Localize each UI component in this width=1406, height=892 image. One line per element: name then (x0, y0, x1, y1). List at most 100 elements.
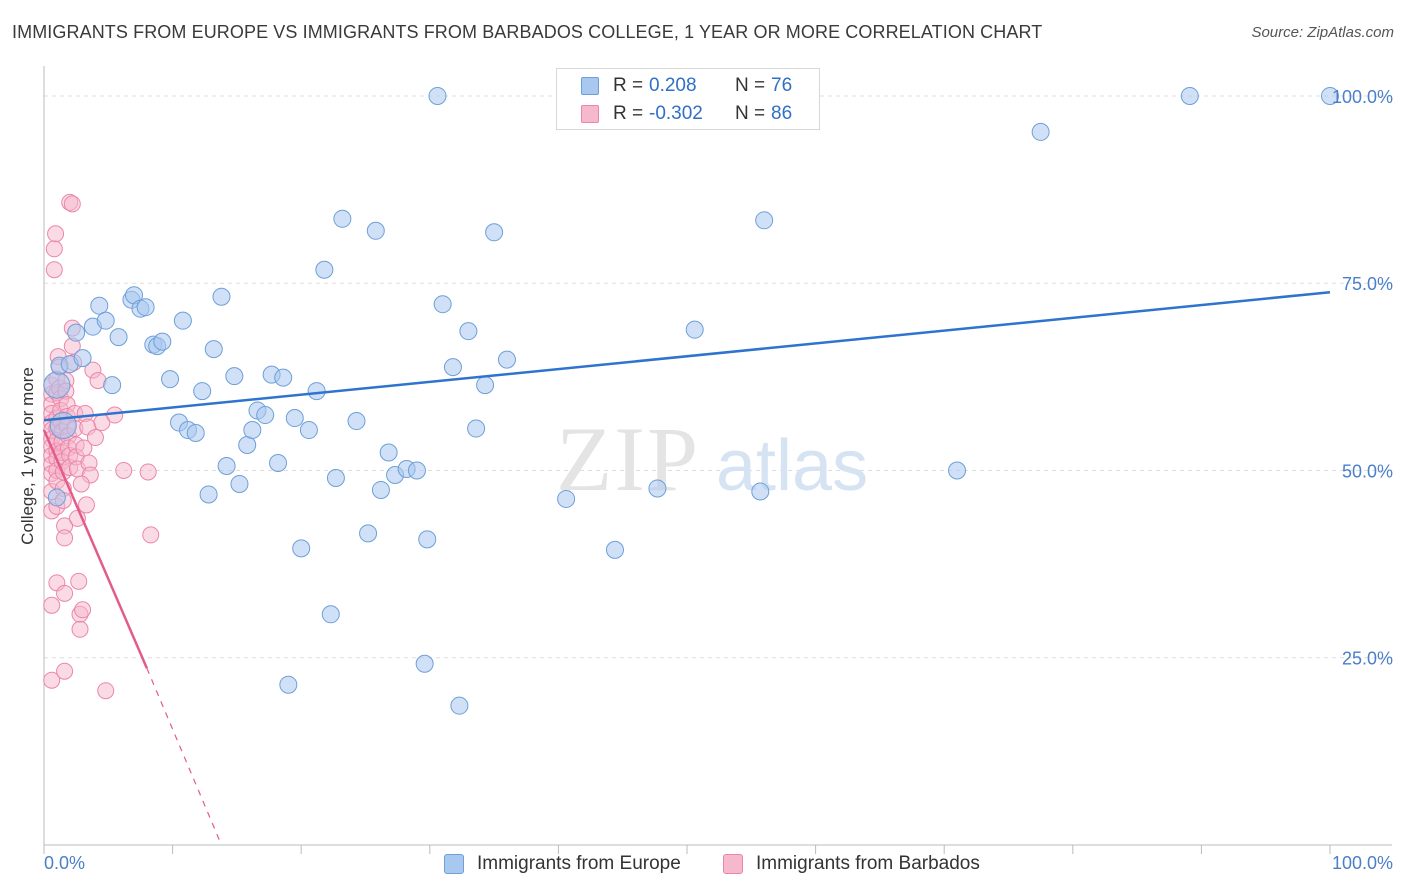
barbados-point (70, 572, 88, 590)
x-tick-label: 0.0% (44, 853, 85, 873)
barbados-point (115, 461, 133, 479)
europe-point (230, 474, 249, 493)
europe-point (1180, 86, 1199, 105)
x-tick-label: 100.0% (1332, 853, 1393, 873)
europe-point (497, 350, 516, 369)
barbados-point (45, 240, 63, 258)
y-axis-label: College, 1 year or more (18, 367, 37, 545)
series-legend: Immigrants from Europe Immigrants from B… (0, 852, 1406, 878)
barbados-point (97, 682, 115, 700)
europe-point (238, 436, 257, 455)
europe-point (418, 530, 437, 549)
tick-labels: 25.0% 50.0% 75.0% 100.0% 0.0% 100.0% (44, 87, 1393, 873)
europe-point (193, 382, 212, 401)
europe-point (333, 209, 352, 228)
europe-point (103, 376, 122, 395)
europe-point (243, 421, 262, 440)
barbados-trend-extension (146, 667, 223, 846)
europe-point (186, 424, 205, 443)
watermark-atlas: atlas (716, 426, 868, 506)
trend-lines (42, 290, 1331, 846)
barbados-point (47, 225, 65, 243)
stats-row-barbados: R = -0.302 N = 86 (557, 101, 819, 127)
barbados-point (77, 496, 95, 514)
europe-point (269, 453, 288, 472)
europe-point (476, 376, 495, 395)
europe-point (256, 406, 275, 425)
r-label: R = (613, 103, 644, 124)
europe-point (90, 296, 109, 315)
barbados-point (56, 529, 74, 547)
europe-point (96, 311, 115, 330)
europe-point (433, 295, 452, 314)
europe-point (153, 332, 172, 351)
europe-point (285, 409, 304, 428)
europe-point (279, 675, 298, 694)
europe-point (326, 468, 345, 487)
stats-legend: R = 0.208 N = 76 R = -0.302 N = 86 (556, 68, 820, 130)
europe-point (47, 488, 66, 507)
europe-point (1031, 122, 1050, 141)
europe-legend-swatch (444, 854, 464, 874)
europe-point (428, 86, 447, 105)
legend-label-barbados: Immigrants from Barbados (756, 853, 980, 874)
barbados-trend-line (42, 429, 149, 669)
europe-point (407, 461, 426, 480)
barbados-point (45, 261, 63, 279)
europe-point (217, 456, 236, 475)
r-value-barbados: -0.302 (649, 103, 703, 124)
europe-point (225, 367, 244, 386)
n-value-barbados: 86 (771, 103, 793, 124)
europe-point (755, 211, 774, 230)
barbados-points (43, 193, 160, 700)
barbados-point (74, 601, 92, 619)
europe-point (371, 480, 390, 499)
europe-point (485, 223, 504, 242)
barbados-point (75, 439, 93, 457)
grid-lines (44, 95, 1392, 659)
n-label: N = (735, 103, 766, 124)
y-tick-label: 100.0% (1332, 87, 1393, 107)
europe-point (751, 482, 770, 501)
europe-point (136, 298, 155, 317)
barbados-point (72, 475, 90, 493)
y-tick-label: 50.0% (1342, 461, 1393, 481)
europe-point (459, 322, 478, 341)
r-label: R = (613, 75, 644, 96)
europe-points (43, 86, 1339, 715)
europe-point (315, 260, 334, 279)
legend-label-europe: Immigrants from Europe (477, 853, 681, 874)
europe-point (467, 419, 486, 438)
r-value-europe: 0.208 (649, 75, 697, 96)
barbados-point (63, 195, 81, 213)
europe-point (199, 485, 218, 504)
n-value-europe: 76 (771, 75, 793, 96)
europe-point (43, 371, 71, 399)
barbados-point (43, 671, 61, 689)
barbados-point (139, 463, 157, 481)
barbados-point (71, 620, 89, 638)
barbados-legend-swatch (723, 854, 743, 874)
y-tick-label: 25.0% (1342, 649, 1393, 669)
europe-point (557, 489, 576, 508)
europe-point (605, 540, 624, 559)
n-label: N = (735, 75, 766, 96)
europe-point (948, 461, 967, 480)
europe-point (685, 320, 704, 339)
europe-point (415, 654, 434, 673)
europe-point (648, 479, 667, 498)
europe-point (161, 370, 180, 389)
europe-point (299, 421, 318, 440)
europe-point (274, 368, 293, 387)
europe-point (307, 382, 326, 401)
barbados-point (43, 596, 61, 614)
watermark: ZIP atlas (556, 408, 868, 510)
europe-point (366, 221, 385, 240)
europe-point (1321, 86, 1339, 105)
europe-point (321, 605, 340, 624)
watermark-zip: ZIP (556, 408, 700, 510)
europe-point (204, 340, 223, 359)
europe-point (450, 696, 469, 715)
europe-point (292, 539, 311, 558)
